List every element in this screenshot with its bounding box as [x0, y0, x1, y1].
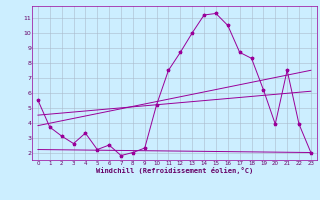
X-axis label: Windchill (Refroidissement éolien,°C): Windchill (Refroidissement éolien,°C): [96, 167, 253, 174]
